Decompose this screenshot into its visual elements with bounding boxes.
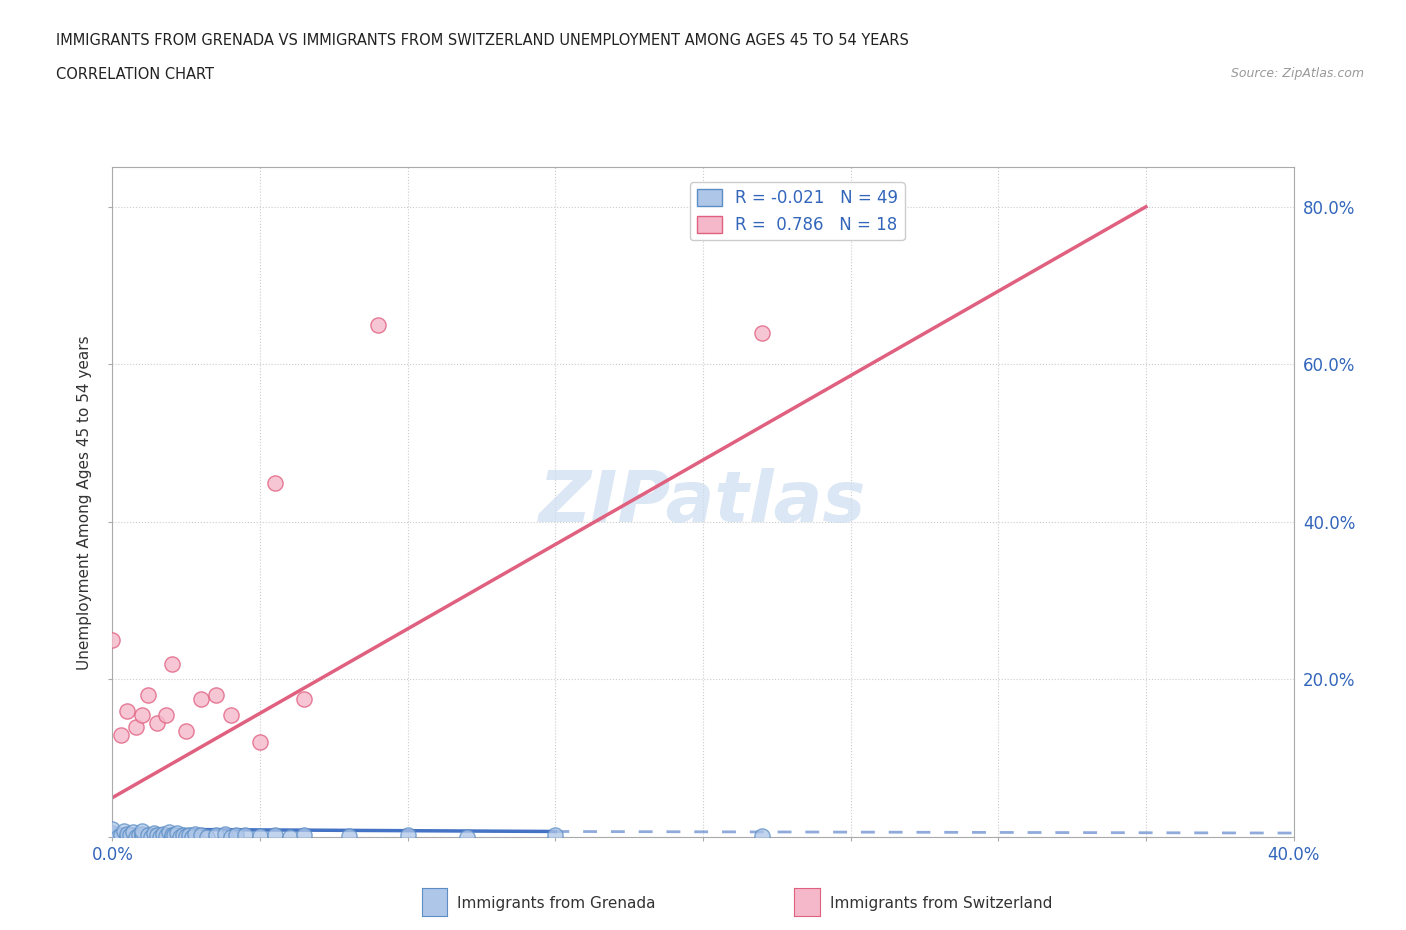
Point	[367, 317, 389, 332]
Point	[122, 825, 145, 840]
Point	[337, 829, 360, 844]
Point	[190, 692, 212, 707]
Point	[101, 830, 124, 844]
Point	[225, 827, 247, 842]
Point	[160, 657, 183, 671]
Point	[169, 830, 191, 844]
Point	[195, 830, 218, 844]
Point	[125, 719, 148, 734]
Point	[110, 727, 132, 742]
Legend: R = -0.021   N = 49, R =  0.786   N = 18: R = -0.021 N = 49, R = 0.786 N = 18	[690, 182, 905, 241]
Point	[219, 830, 242, 844]
Point	[278, 830, 301, 844]
Text: CORRELATION CHART: CORRELATION CHART	[56, 67, 214, 82]
Point	[205, 688, 228, 703]
Point	[160, 827, 183, 842]
Point	[101, 826, 124, 841]
Point	[152, 827, 174, 842]
Point	[544, 828, 567, 843]
Point	[179, 828, 201, 843]
Point	[146, 827, 169, 842]
Point	[101, 822, 124, 837]
Point	[107, 830, 129, 844]
Point	[249, 829, 271, 844]
Point	[155, 708, 177, 723]
Point	[166, 826, 188, 841]
Point	[117, 703, 138, 718]
Point	[101, 632, 124, 647]
Point	[155, 829, 177, 844]
Point	[157, 825, 180, 840]
Point	[396, 827, 419, 842]
Point	[110, 827, 132, 842]
Point	[125, 830, 148, 844]
Y-axis label: Unemployment Among Ages 45 to 54 years: Unemployment Among Ages 45 to 54 years	[77, 335, 93, 670]
Point	[214, 827, 236, 842]
Point	[139, 830, 162, 844]
Point	[131, 830, 153, 844]
Point	[184, 827, 207, 842]
Text: Immigrants from Switzerland: Immigrants from Switzerland	[830, 897, 1052, 911]
Point	[292, 692, 315, 707]
Point	[751, 326, 773, 340]
Point	[174, 724, 197, 738]
Point	[174, 829, 197, 844]
Point	[149, 830, 172, 844]
Point	[117, 830, 138, 844]
Point	[160, 830, 183, 844]
Point	[142, 826, 165, 841]
Point	[751, 829, 773, 844]
Text: Immigrants from Grenada: Immigrants from Grenada	[457, 897, 655, 911]
Point	[249, 735, 271, 750]
Point	[292, 828, 315, 843]
Text: IMMIGRANTS FROM GRENADA VS IMMIGRANTS FROM SWITZERLAND UNEMPLOYMENT AMONG AGES 4: IMMIGRANTS FROM GRENADA VS IMMIGRANTS FR…	[56, 33, 910, 47]
Point	[131, 823, 153, 838]
Point	[456, 830, 478, 844]
Point	[131, 827, 153, 842]
Point	[163, 828, 186, 843]
Point	[131, 708, 153, 723]
Point	[172, 827, 194, 842]
Point	[190, 827, 212, 842]
Text: Source: ZipAtlas.com: Source: ZipAtlas.com	[1230, 67, 1364, 80]
Point	[205, 828, 228, 843]
Point	[181, 830, 204, 844]
Point	[264, 475, 287, 490]
Point	[136, 828, 159, 843]
Point	[112, 823, 135, 838]
Point	[219, 708, 242, 723]
Point	[264, 827, 287, 842]
Point	[136, 688, 159, 703]
Point	[117, 827, 138, 842]
Point	[120, 828, 142, 843]
Point	[233, 828, 256, 843]
Point	[146, 715, 169, 730]
Point	[128, 827, 150, 842]
Text: ZIPatlas: ZIPatlas	[540, 468, 866, 537]
